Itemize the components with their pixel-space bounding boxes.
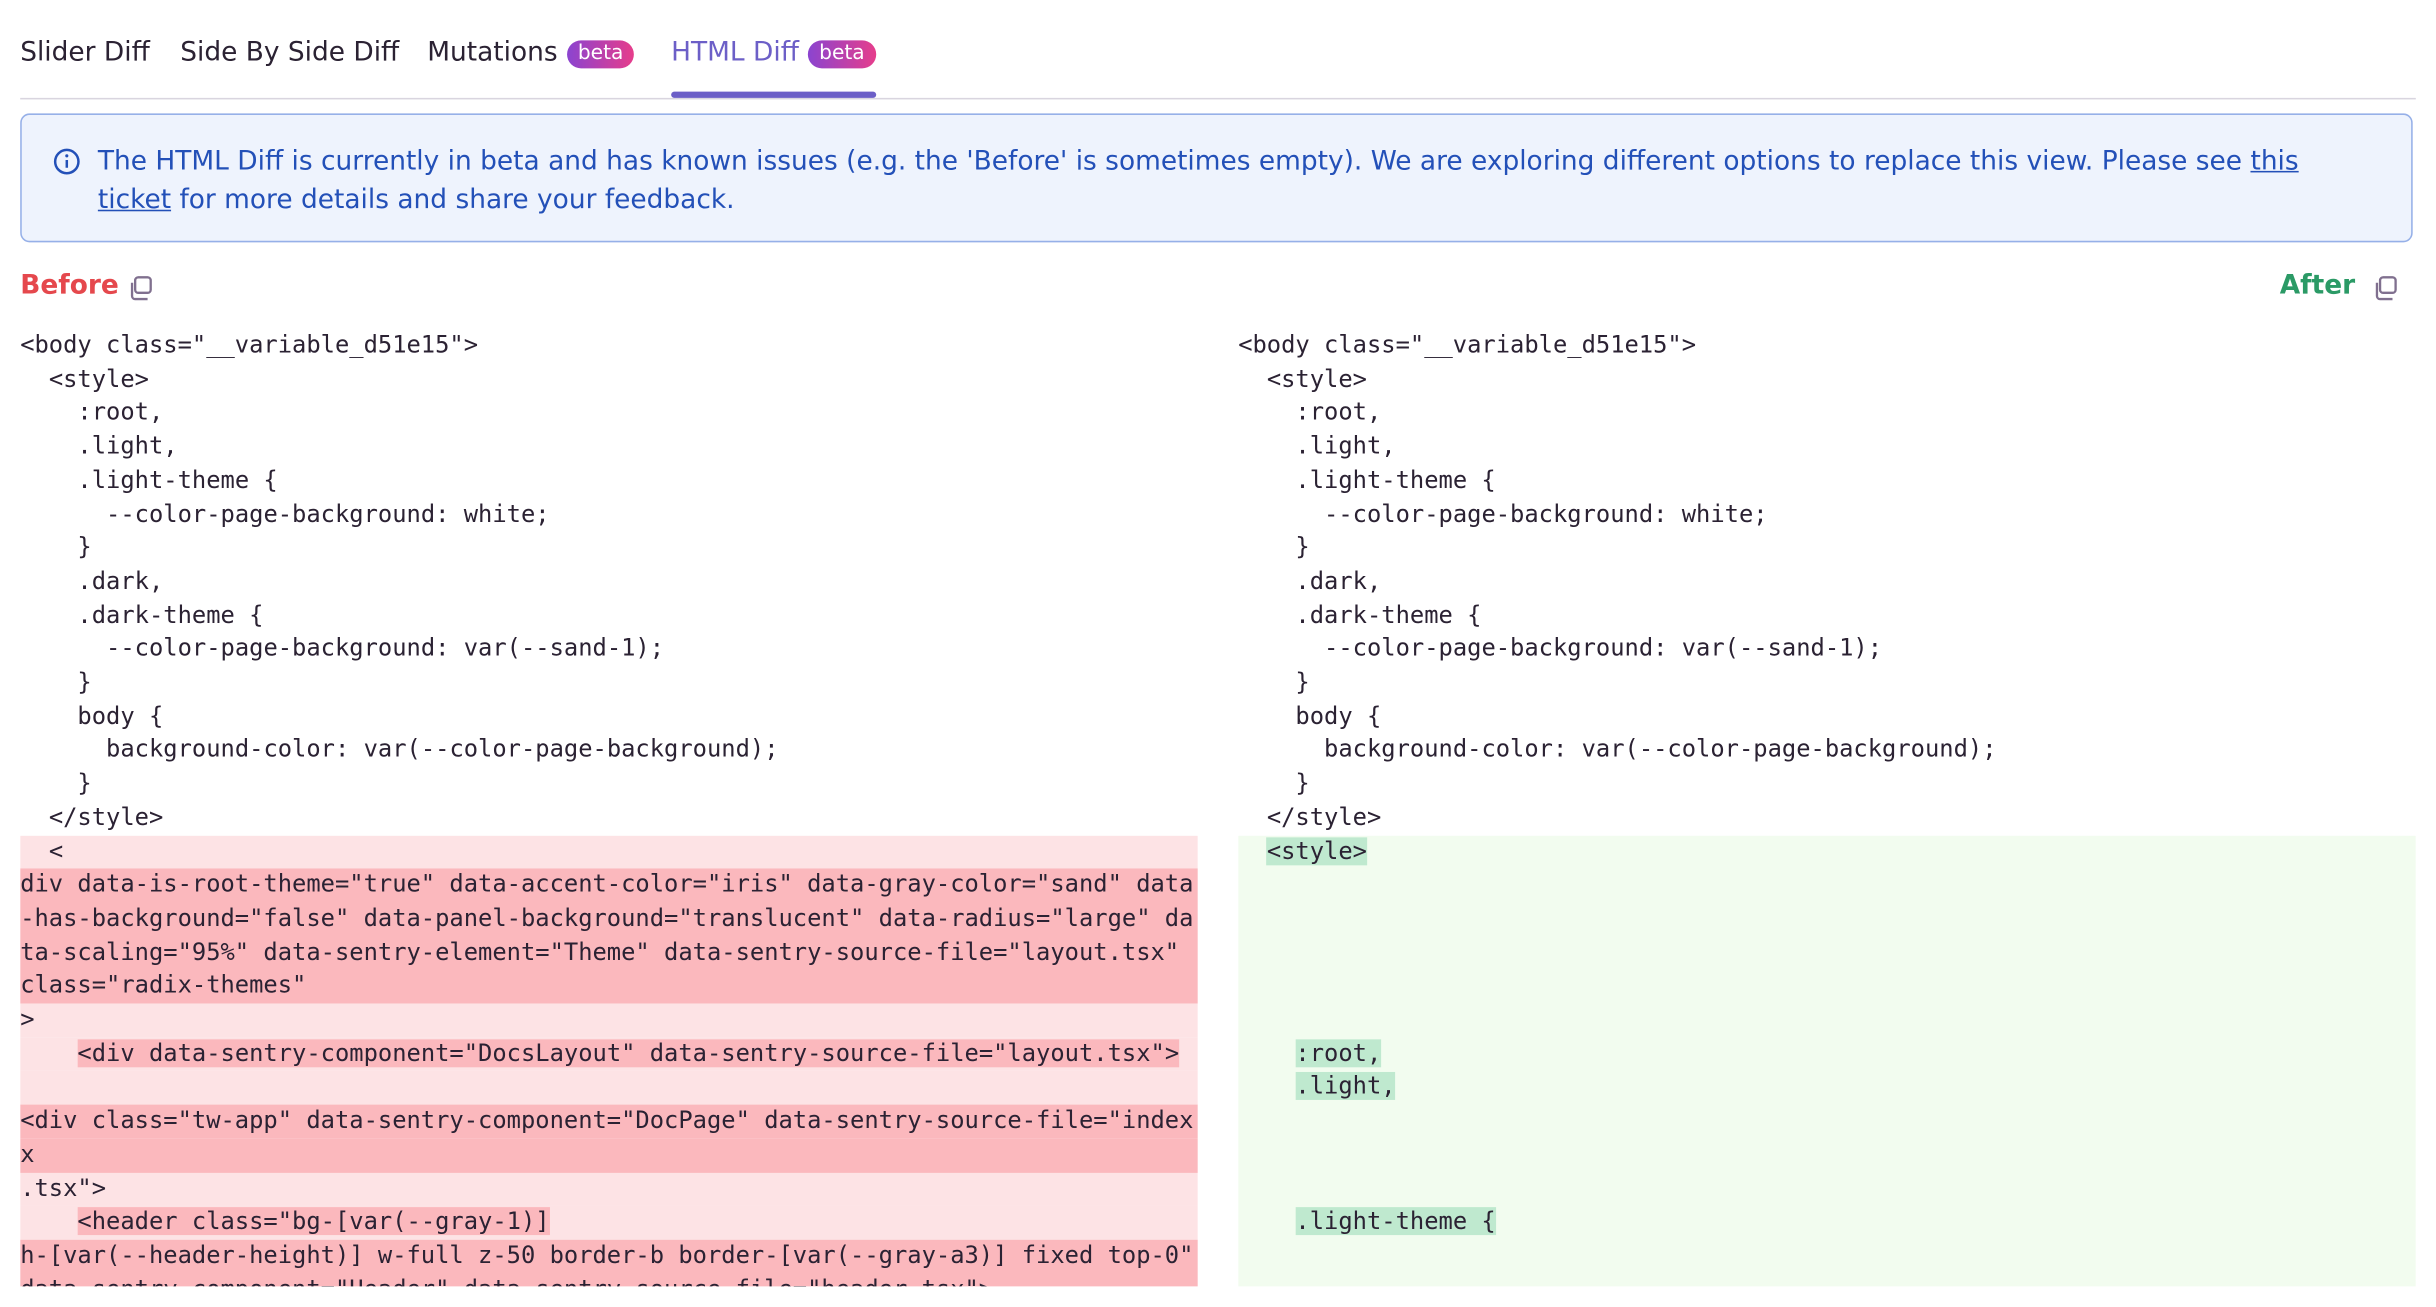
removed-line: <div data-sentry-component="DocsLayout" …	[20, 1037, 1198, 1072]
tab-label: Mutations	[427, 37, 558, 69]
code-line: background-color: var(--color-page-backg…	[20, 735, 779, 764]
removed-text: <header class="bg-[var(--gray-1)]	[77, 1207, 550, 1236]
added-text: .light-theme {	[1295, 1207, 1496, 1236]
added-text: .light,	[1295, 1072, 1396, 1101]
code-line: --color-page-background: white;	[20, 499, 550, 528]
beta-badge: beta	[566, 40, 635, 69]
code-line: background-color: var(--color-page-backg…	[1238, 735, 1997, 764]
banner-message: The HTML Diff is currently in beta and h…	[97, 146, 2251, 178]
code-line: .light-theme {	[20, 465, 278, 494]
code-line: }	[1238, 769, 1310, 798]
added-line	[1238, 869, 2416, 903]
code-line: .dark,	[20, 566, 164, 595]
removed-line	[20, 1071, 1198, 1105]
code-line: :root,	[1238, 398, 1382, 427]
info-icon	[53, 148, 80, 175]
added-line: :root,	[1238, 1037, 2416, 1071]
code-line: <style>	[20, 364, 149, 393]
tab[interactable]: Side By Side Diff	[180, 37, 399, 68]
beta-badge: beta	[808, 40, 876, 69]
code-line: .dark-theme {	[1238, 600, 1482, 629]
code-line: .light,	[20, 432, 178, 461]
added-line	[1238, 1004, 2416, 1038]
code-line: .dark-theme {	[20, 600, 264, 629]
tab-bar: Slider Diff Side By Side Diff Mutations bet…	[20, 0, 2416, 100]
code-line: .light-theme {	[1238, 465, 1496, 494]
added-text: :root,	[1295, 1038, 1382, 1067]
tab[interactable]: Mutations beta	[427, 37, 635, 69]
code-line: }	[1238, 533, 1310, 562]
code-line: :root,	[20, 398, 164, 427]
code-line: }	[20, 668, 92, 697]
tab[interactable]: Slider Diff	[20, 37, 150, 68]
tab[interactable]: HTML Diff beta	[671, 37, 876, 98]
added-line	[1238, 1138, 2416, 1172]
ticket-link[interactable]: this ticket	[97, 146, 2299, 216]
removed-line: <div class="tw-app" data-sentry-componen…	[20, 1104, 1198, 1139]
banner-message-end: for more details and share your feedback…	[171, 184, 735, 216]
removed-line: h-[var(--header-height)] w-full z-50 bor…	[20, 1239, 1198, 1287]
added-text: <style>	[1266, 836, 1367, 865]
code-line: --color-page-background: var(--sand-1);	[20, 634, 665, 663]
added-line: .light,	[1238, 1071, 2416, 1105]
added-line	[1238, 903, 2416, 937]
added-line	[1238, 970, 2416, 1004]
banner-text: The HTML Diff is currently in beta and h…	[98, 143, 2380, 221]
code-line: body {	[20, 701, 164, 730]
added-line	[1238, 1172, 2416, 1206]
code-line: .dark,	[1238, 566, 1382, 595]
removed-line: <	[20, 835, 1198, 869]
code-line: </style>	[1238, 802, 1382, 831]
after-title: After	[2279, 270, 2356, 302]
code-line: </style>	[20, 802, 164, 831]
after-code: <body class="__variable_d51e15"> <style>…	[1238, 329, 2416, 1287]
tab-label: HTML Diff	[671, 37, 799, 69]
removed-block: < div data-is-root-theme="true" data-acce…	[20, 835, 1198, 1287]
added-line	[1238, 1240, 2416, 1274]
added-line	[1238, 936, 2416, 970]
code-line: <style>	[1238, 364, 1367, 393]
added-block: <style> :root, .light, .light-theme {	[1238, 835, 2416, 1287]
removed-line: <header class="bg-[var(--gray-1)]	[20, 1205, 1198, 1240]
removed-line: >	[20, 1003, 1198, 1038]
tab-label: Slider Diff	[20, 37, 150, 69]
code-line: }	[1238, 668, 1310, 697]
removed-line: x	[20, 1138, 1198, 1173]
before-title: Before	[20, 270, 119, 302]
code-line: <body class="__variable_d51e15">	[1238, 330, 1697, 359]
copy-before[interactable]	[127, 275, 153, 301]
removed-text: <div data-sentry-component="DocsLayout" …	[77, 1038, 1180, 1067]
before-code: <body class="__variable_d51e15"> <style>…	[20, 329, 1198, 1287]
added-line	[1238, 1105, 2416, 1139]
code-line: .light,	[1238, 432, 1396, 461]
removed-line: .tsx">	[20, 1172, 1198, 1206]
added-line: <style>	[1238, 835, 2416, 869]
code-line: }	[20, 533, 92, 562]
code-line: }	[20, 769, 92, 798]
code-line: body {	[1238, 701, 1382, 730]
added-line: .light-theme {	[1238, 1206, 2416, 1240]
info-banner: The HTML Diff is currently in beta and h…	[20, 113, 2413, 243]
code-line: --color-page-background: var(--sand-1);	[1238, 634, 1883, 663]
removed-line: div data-is-root-theme="true" data-accen…	[20, 868, 1198, 1004]
tab-label: Side By Side Diff	[180, 37, 400, 69]
code-line: --color-page-background: white;	[1238, 499, 1768, 528]
copy-after[interactable]	[2372, 275, 2398, 301]
code-line: <body class="__variable_d51e15">	[20, 330, 479, 359]
